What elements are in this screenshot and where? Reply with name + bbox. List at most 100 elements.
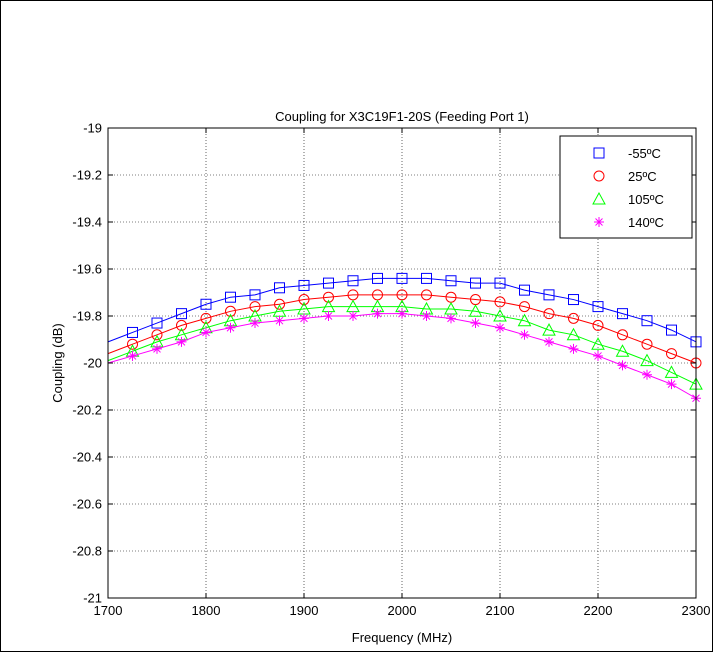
data-point [566, 327, 581, 341]
x-axis-label: Frequency (MHz) [352, 630, 452, 645]
data-point [495, 322, 505, 333]
data-point [176, 336, 187, 347]
data-point [641, 315, 653, 327]
star-stroke [594, 352, 602, 360]
star-stroke [471, 319, 480, 327]
y-tick-label: -19.4 [72, 215, 102, 230]
data-point [446, 313, 456, 324]
star-stroke [398, 309, 406, 318]
data-point [396, 272, 408, 284]
data-point [641, 338, 653, 350]
data-point [640, 353, 654, 367]
star-stroke [128, 352, 137, 360]
y-tick-label: -19.8 [72, 309, 102, 324]
star-stroke [643, 370, 651, 379]
y-tick-label: -20.6 [72, 497, 102, 512]
data-point [151, 329, 163, 341]
data-point [274, 282, 285, 294]
y-axis-label: Coupling (dB) [50, 323, 65, 403]
chart-title: Coupling for X3C19F1-20S (Feeding Port 1… [275, 109, 529, 124]
legend-marker [594, 217, 604, 227]
data-point [517, 313, 532, 327]
data-point [568, 343, 579, 354]
data-point [127, 338, 138, 350]
star-stroke [202, 328, 210, 337]
star-stroke [545, 337, 553, 346]
data-point [151, 317, 163, 329]
data-point [592, 319, 604, 331]
data-point [152, 343, 162, 354]
data-point [348, 311, 358, 321]
x-tick-label: 2200 [584, 603, 613, 618]
x-tick-label: 1800 [192, 603, 221, 618]
data-point [421, 289, 432, 301]
star-stroke [422, 312, 431, 320]
data-point [298, 279, 310, 291]
data-point [542, 323, 556, 336]
legend-marker [593, 170, 605, 182]
legend-marker [593, 147, 605, 159]
data-point [397, 308, 407, 319]
x-tick-label: 2000 [388, 603, 417, 618]
legend-label: 140ºC [628, 215, 664, 230]
y-tick-label: -19.6 [72, 262, 102, 277]
y-tick-label: -20.4 [72, 450, 102, 465]
data-point [543, 308, 555, 320]
x-tick-label: 2300 [682, 603, 711, 618]
data-point [519, 284, 530, 296]
y-tick-label: -19 [83, 121, 102, 136]
y-tick-label: -19.2 [72, 168, 102, 183]
data-point [468, 304, 483, 317]
data-point [200, 312, 212, 324]
data-point [249, 301, 261, 313]
data-point [592, 301, 604, 313]
data-point [323, 291, 334, 303]
data-point [347, 275, 359, 287]
star-stroke [496, 323, 504, 332]
data-point [225, 305, 236, 317]
series-layer [107, 272, 703, 404]
data-point [421, 272, 432, 284]
star-stroke [349, 312, 357, 320]
data-point [519, 329, 530, 340]
x-tick-label: 2100 [486, 603, 515, 618]
data-point [664, 365, 679, 378]
y-tick-label: -20 [83, 356, 102, 371]
y-tick-label: -20.8 [72, 544, 102, 559]
data-point [666, 379, 677, 390]
legend-marker [592, 191, 606, 205]
star-stroke [324, 312, 333, 320]
star-stroke [520, 330, 529, 339]
data-point [593, 350, 603, 361]
data-point [568, 294, 579, 306]
data-point [494, 296, 506, 308]
data-point [445, 275, 457, 287]
data-point [421, 311, 432, 321]
star-stroke [373, 309, 382, 318]
data-point [249, 289, 261, 301]
data-point [372, 272, 383, 284]
data-point [176, 308, 187, 320]
star-stroke [177, 337, 186, 346]
data-point [201, 327, 211, 338]
series-4 [107, 308, 701, 404]
star-stroke [251, 319, 259, 327]
data-point [666, 324, 677, 336]
star-stroke [300, 314, 308, 323]
data-point [591, 337, 605, 350]
data-point [299, 313, 309, 324]
data-point [274, 315, 285, 326]
data-point [323, 277, 334, 289]
data-point [176, 319, 187, 331]
x-tick-label: 1900 [290, 603, 319, 618]
data-point [127, 350, 138, 361]
data-point [274, 298, 285, 310]
legend-label: 25ºC [628, 169, 657, 184]
star-stroke [447, 314, 455, 323]
data-point [617, 329, 628, 341]
data-point [642, 369, 652, 380]
data-point [298, 294, 310, 306]
data-point [519, 301, 530, 313]
series-1 [107, 272, 702, 348]
